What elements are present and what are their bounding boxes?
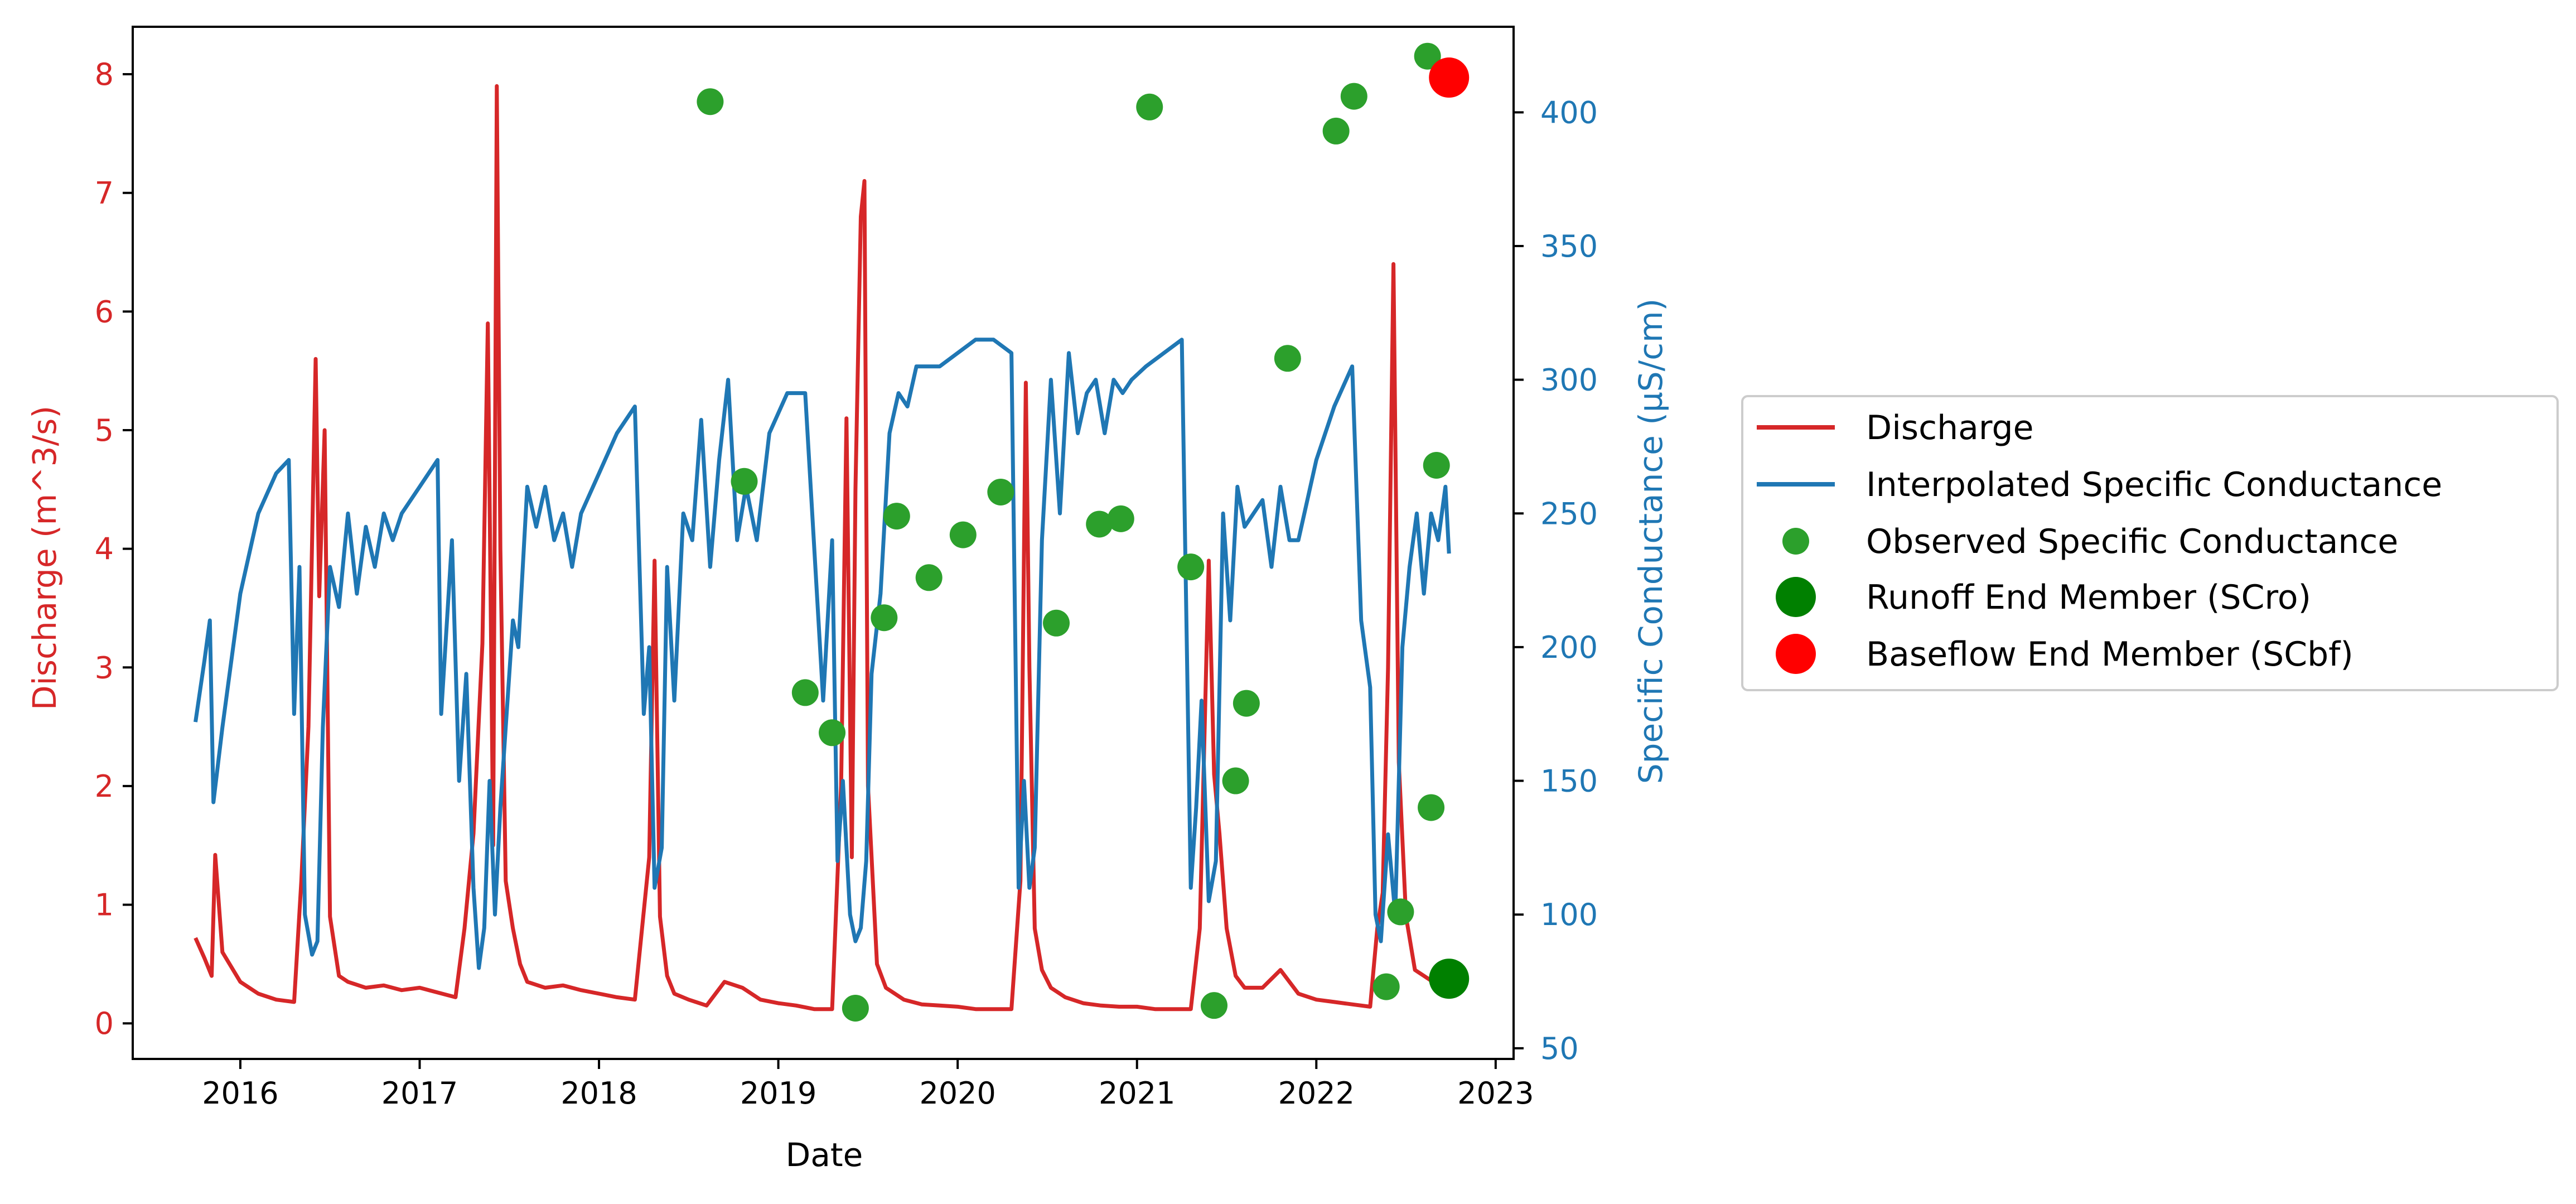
observed-sc-point <box>949 521 977 548</box>
y-left-tick-label: 2 <box>95 769 114 804</box>
observed-sc-point <box>1322 117 1350 145</box>
legend-baseflow-marker <box>1776 634 1816 674</box>
y-right-tick-label: 200 <box>1540 630 1598 665</box>
x-tick-label: 2019 <box>740 1076 816 1111</box>
y-left-tick-label: 3 <box>95 650 114 685</box>
y-left-axis-ticks: 0 1 2 3 4 5 6 7 8 <box>95 57 133 1041</box>
y-left-tick-label: 7 <box>95 176 114 211</box>
y-right-tick-label: 350 <box>1540 229 1598 264</box>
observed-sc-point <box>883 503 910 530</box>
legend-interpolated-label: Interpolated Specific Conductance <box>1866 465 2442 504</box>
observed-sc-point <box>1418 794 1445 821</box>
observed-sc-point <box>819 719 846 747</box>
y-right-axis-ticks: 50 100 150 200 250 300 350 400 <box>1514 95 1598 1066</box>
y-right-tick-label: 150 <box>1540 764 1598 799</box>
y-right-axis-label: Specific Conductance (µS/cm) <box>1632 298 1670 784</box>
x-tick-label: 2021 <box>1099 1076 1175 1111</box>
x-tick-label: 2023 <box>1457 1076 1534 1111</box>
interpolated-sc-series <box>194 338 1451 970</box>
observed-sc-point <box>1387 898 1414 926</box>
y-right-tick-label: 50 <box>1540 1031 1579 1066</box>
observed-sc-point <box>1233 690 1260 717</box>
x-tick-label: 2016 <box>202 1076 278 1111</box>
y-right-tick-label: 100 <box>1540 897 1598 932</box>
observed-sc-point <box>697 88 724 115</box>
observed-sc-point <box>1177 553 1205 581</box>
observed-sc-point <box>915 564 943 591</box>
legend-runoff-marker <box>1776 577 1816 617</box>
observed-sc-point <box>1107 505 1134 532</box>
legend-baseflow-label: Baseflow End Member (SCbf) <box>1866 635 2353 674</box>
interpolated-sc-line <box>194 338 1451 970</box>
observed-sc-point <box>1043 609 1070 637</box>
y-right-tick-label: 300 <box>1540 363 1598 398</box>
observed-sc-point <box>791 679 819 706</box>
y-left-tick-label: 0 <box>95 1006 114 1041</box>
y-left-tick-label: 1 <box>95 888 114 923</box>
observed-sc-point <box>842 994 869 1022</box>
baseflow-end-member-point <box>1429 57 1470 98</box>
y-left-tick-label: 6 <box>95 294 114 329</box>
observed-sc-point <box>731 468 758 495</box>
end-members <box>1429 57 1470 999</box>
observed-sc-point <box>1222 767 1249 794</box>
y-left-tick-label: 5 <box>95 413 114 448</box>
observed-sc-point <box>871 604 898 632</box>
plot-area <box>194 42 1470 1022</box>
observed-sc-point <box>1414 42 1441 70</box>
legend: Discharge Interpolated Specific Conducta… <box>1741 395 2559 691</box>
legend-box <box>1741 395 2559 691</box>
observed-sc-point <box>1372 973 1400 1000</box>
y-left-axis-label: Discharge (m^3/s) <box>26 406 64 710</box>
observed-sc-point <box>1423 452 1450 479</box>
x-tick-label: 2020 <box>919 1076 995 1111</box>
x-tick-label: 2017 <box>381 1076 458 1111</box>
observed-sc-point <box>1136 93 1163 121</box>
observed-sc-point <box>987 478 1014 505</box>
observed-sc-series <box>697 42 1450 1022</box>
y-left-tick-label: 4 <box>95 532 114 567</box>
plot-frame <box>132 26 1515 1060</box>
legend-observed-marker <box>1782 528 1809 555</box>
y-right-tick-label: 250 <box>1540 496 1598 531</box>
observed-sc-point <box>1086 511 1113 538</box>
observed-sc-point <box>1340 83 1367 110</box>
observed-sc-point <box>1274 345 1301 372</box>
legend-runoff-label: Runoff End Member (SCro) <box>1866 578 2311 617</box>
x-axis-ticks: 2016 2017 2018 2019 2020 2021 2022 2023 <box>202 1059 1534 1111</box>
legend-discharge-label: Discharge <box>1866 408 2034 447</box>
legend-observed-label: Observed Specific Conductance <box>1866 522 2398 561</box>
runoff-end-member-point <box>1429 959 1470 999</box>
y-right-tick-label: 400 <box>1540 95 1598 130</box>
x-tick-label: 2018 <box>560 1076 637 1111</box>
x-axis-label: Date <box>786 1136 863 1174</box>
observed-sc-point <box>1200 992 1227 1019</box>
x-tick-label: 2022 <box>1278 1076 1355 1111</box>
y-left-tick-label: 8 <box>95 57 114 92</box>
